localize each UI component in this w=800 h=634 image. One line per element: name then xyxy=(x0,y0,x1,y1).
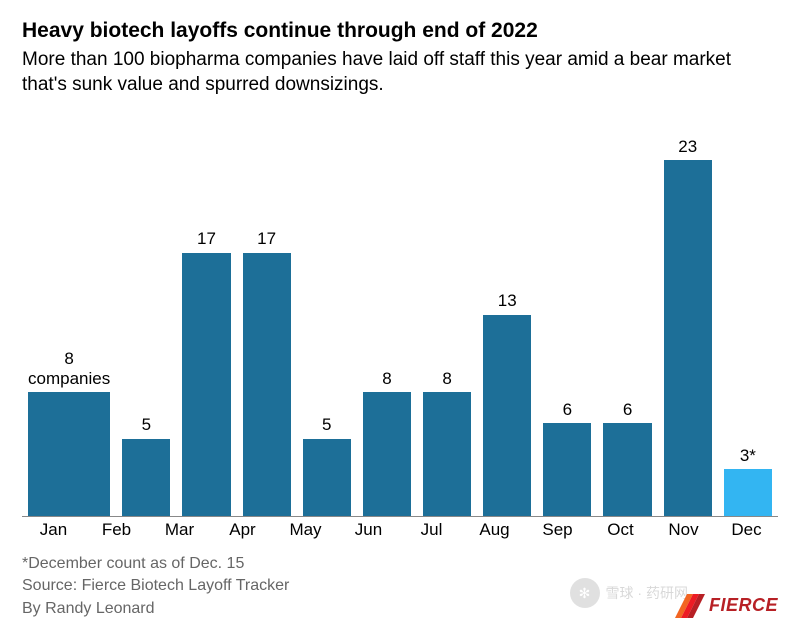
xaxis-tick-label: Feb xyxy=(85,517,148,543)
xaxis-tick-label: Dec xyxy=(715,517,778,543)
xaxis-tick-label: Aug xyxy=(463,517,526,543)
xaxis-tick-label: Jun xyxy=(337,517,400,543)
bar xyxy=(122,439,170,516)
bar-slot: 5 xyxy=(297,112,357,516)
xaxis-tick-label: Nov xyxy=(652,517,715,543)
bar xyxy=(724,469,772,515)
watermark-icon: ✻ xyxy=(570,578,600,608)
bar-slot: 3* xyxy=(718,112,778,516)
xaxis-tick-label: May xyxy=(274,517,337,543)
bar xyxy=(303,439,351,516)
bar-slot: 6 xyxy=(537,112,597,516)
bar-value-label: 13 xyxy=(498,291,517,311)
bar xyxy=(664,160,712,516)
bar-value-label: 3* xyxy=(740,446,756,466)
bar xyxy=(28,392,110,516)
bar-slot: 17 xyxy=(176,112,236,516)
bar-slot: 6 xyxy=(597,112,657,516)
bar-value-label: 6 xyxy=(623,400,632,420)
bar-value-label: 17 xyxy=(257,229,276,249)
xaxis-tick-label: Jul xyxy=(400,517,463,543)
bar xyxy=(543,423,591,516)
xaxis-tick-label: Mar xyxy=(148,517,211,543)
fierce-logo: FIERCE xyxy=(675,590,778,620)
bar-value-label: 8 xyxy=(442,369,451,389)
logo-stripes-icon xyxy=(675,590,705,620)
bar xyxy=(182,253,230,516)
bar xyxy=(483,315,531,516)
chart-title: Heavy biotech layoffs continue through e… xyxy=(22,18,778,44)
xaxis-tick-label: Sep xyxy=(526,517,589,543)
bar xyxy=(603,423,651,516)
bar-value-label: 23 xyxy=(678,137,697,157)
bar xyxy=(363,392,411,516)
bar-value-label: 8 xyxy=(382,369,391,389)
bar-value-label: 5 xyxy=(142,415,151,435)
bar xyxy=(243,253,291,516)
bar-slot: 8 companies xyxy=(22,112,116,516)
xaxis-tick-label: Jan xyxy=(22,517,85,543)
logo-text: FIERCE xyxy=(709,595,778,616)
bar-slot: 17 xyxy=(237,112,297,516)
bar-slot: 8 xyxy=(417,112,477,516)
bar-slot: 5 xyxy=(116,112,176,516)
bar-slot: 23 xyxy=(658,112,718,516)
xaxis-tick-label: Apr xyxy=(211,517,274,543)
bar xyxy=(423,392,471,516)
chart-subtitle: More than 100 biopharma companies have l… xyxy=(22,48,778,97)
bar-value-label: 5 xyxy=(322,415,331,435)
bar-chart: 8 companies 5 17 17 5 8 8 13 6 6 23 3* JanFebMarApr… xyxy=(22,112,778,543)
bar-value-label: 8 companies xyxy=(28,349,110,388)
bar-slot: 13 xyxy=(477,112,537,516)
xaxis-tick-label: Oct xyxy=(589,517,652,543)
bar-value-label: 17 xyxy=(197,229,216,249)
bar-slot: 8 xyxy=(357,112,417,516)
bar-value-label: 6 xyxy=(563,400,572,420)
footnote: *December count as of Dec. 15 xyxy=(22,553,778,575)
watermark: ✻ 雪球 · 药研网 xyxy=(570,578,688,608)
